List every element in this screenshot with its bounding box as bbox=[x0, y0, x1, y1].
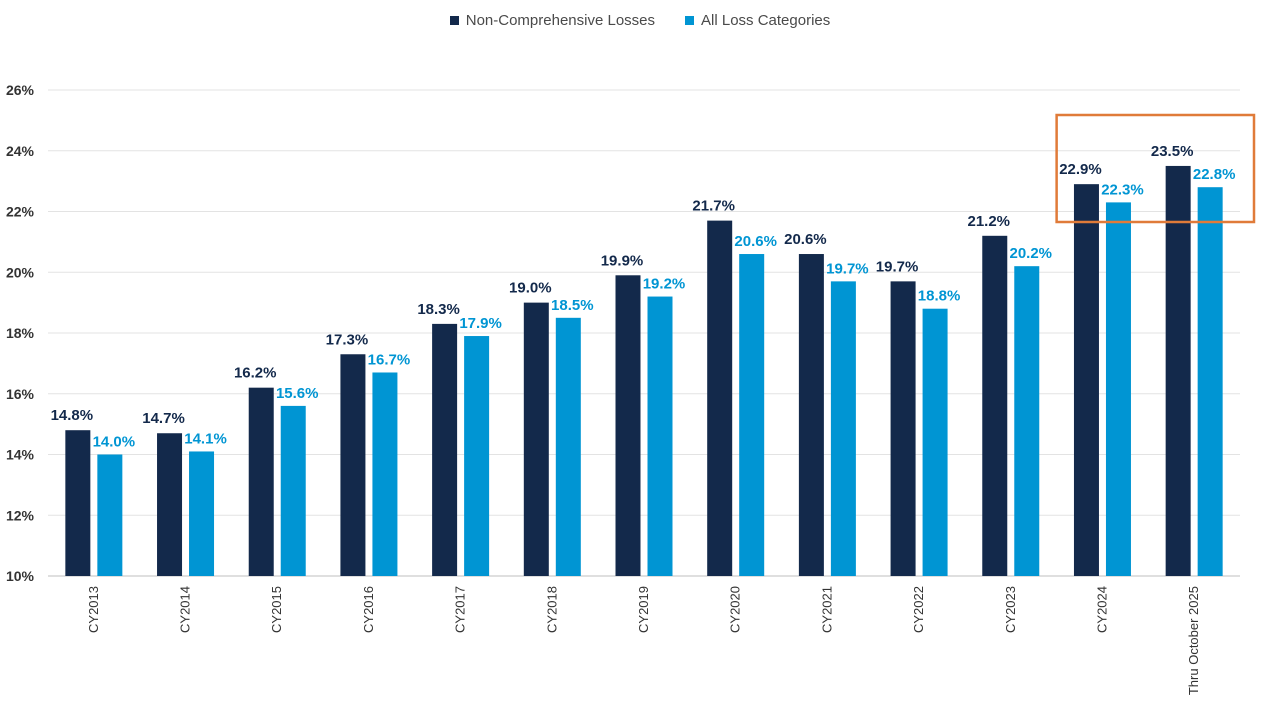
data-label-all-loss: 20.6% bbox=[734, 233, 777, 250]
data-label-all-loss: 20.2% bbox=[1009, 245, 1052, 262]
y-tick-label: 18% bbox=[6, 325, 35, 341]
data-label-all-loss: 22.3% bbox=[1101, 181, 1144, 198]
data-label-non-comprehensive: 22.9% bbox=[1059, 161, 1102, 178]
data-label-all-loss: 15.6% bbox=[276, 385, 319, 402]
x-tick-label: CY2016 bbox=[361, 586, 376, 633]
chart-legend: Non-Comprehensive Losses All Loss Catego… bbox=[0, 12, 1280, 29]
x-tick-label: CY2019 bbox=[636, 586, 651, 633]
bar-all-loss bbox=[647, 296, 673, 576]
data-label-all-loss: 14.0% bbox=[93, 434, 136, 451]
bar-non-comprehensive bbox=[340, 354, 366, 576]
x-tick-label: CY2021 bbox=[819, 586, 834, 633]
x-tick-label: CY2023 bbox=[1003, 586, 1018, 633]
bar-non-comprehensive bbox=[65, 430, 91, 576]
y-tick-label: 20% bbox=[6, 264, 35, 280]
bar-non-comprehensive bbox=[890, 281, 916, 576]
bar-all-loss bbox=[830, 281, 856, 576]
bar-non-comprehensive bbox=[707, 220, 733, 577]
data-label-all-loss: 18.8% bbox=[918, 288, 961, 305]
bar-non-comprehensive bbox=[157, 433, 183, 576]
bar-non-comprehensive bbox=[615, 275, 641, 576]
data-label-non-comprehensive: 21.7% bbox=[692, 198, 735, 215]
data-label-non-comprehensive: 14.7% bbox=[142, 410, 185, 427]
bar-non-comprehensive bbox=[432, 323, 458, 576]
x-tick-label: CY2022 bbox=[911, 586, 926, 633]
bar-all-loss bbox=[464, 336, 490, 576]
legend-item-all-loss: All Loss Categories bbox=[685, 12, 830, 29]
legend-swatch-non-comprehensive bbox=[449, 16, 459, 25]
x-tick-label: CY2018 bbox=[544, 586, 559, 633]
bar-all-loss bbox=[1105, 202, 1131, 576]
data-label-non-comprehensive: 23.5% bbox=[1151, 143, 1194, 160]
bar-non-comprehensive bbox=[248, 387, 274, 576]
legend-swatch-all-loss bbox=[685, 16, 695, 25]
bar-non-comprehensive bbox=[1165, 165, 1191, 576]
bar-non-comprehensive bbox=[523, 302, 549, 576]
data-label-non-comprehensive: 19.9% bbox=[601, 252, 644, 269]
y-tick-label: 12% bbox=[6, 507, 35, 523]
y-tick-label: 24% bbox=[6, 143, 35, 159]
data-label-non-comprehensive: 21.2% bbox=[967, 213, 1010, 230]
bar-all-loss bbox=[739, 254, 765, 576]
bar-non-comprehensive bbox=[1073, 184, 1099, 576]
data-label-all-loss: 18.5% bbox=[551, 297, 594, 314]
y-tick-label: 16% bbox=[6, 386, 35, 402]
y-tick-label: 10% bbox=[6, 568, 35, 584]
bar-all-loss bbox=[1197, 187, 1223, 576]
legend-label-all-loss: All Loss Categories bbox=[701, 12, 831, 29]
data-label-all-loss: 22.8% bbox=[1193, 166, 1236, 183]
bar-all-loss bbox=[555, 317, 581, 576]
data-label-non-comprehensive: 20.6% bbox=[784, 231, 827, 248]
data-label-non-comprehensive: 18.3% bbox=[417, 301, 460, 318]
x-tick-label: CY2015 bbox=[269, 586, 284, 633]
data-label-non-comprehensive: 17.3% bbox=[326, 331, 369, 348]
data-label-all-loss: 16.7% bbox=[368, 351, 411, 368]
highlight-box bbox=[1055, 113, 1256, 224]
data-label-all-loss: 17.9% bbox=[459, 315, 502, 332]
data-label-non-comprehensive: 16.2% bbox=[234, 365, 277, 382]
data-label-non-comprehensive: 14.8% bbox=[51, 407, 94, 424]
data-label-all-loss: 19.7% bbox=[826, 260, 869, 277]
y-tick-label: 22% bbox=[6, 204, 35, 220]
x-tick-label: CY2024 bbox=[1094, 586, 1109, 633]
bar-all-loss bbox=[280, 405, 306, 576]
bar-all-loss bbox=[97, 454, 123, 576]
bar-all-loss bbox=[189, 451, 215, 576]
x-tick-label: Thru October 2025 bbox=[1186, 586, 1201, 695]
x-tick-label: CY2020 bbox=[728, 586, 743, 633]
data-label-non-comprehensive: 19.0% bbox=[509, 280, 552, 297]
bar-all-loss bbox=[922, 308, 948, 576]
bar-non-comprehensive bbox=[798, 254, 824, 576]
legend-item-non-comprehensive: Non-Comprehensive Losses bbox=[449, 12, 656, 29]
data-label-all-loss: 19.2% bbox=[643, 276, 686, 293]
legend-label-non-comprehensive: Non-Comprehensive Losses bbox=[465, 12, 656, 29]
bar-all-loss bbox=[1014, 266, 1040, 576]
x-tick-label: CY2013 bbox=[86, 586, 101, 633]
data-label-non-comprehensive: 19.7% bbox=[876, 258, 919, 275]
y-tick-label: 26% bbox=[6, 82, 35, 98]
y-tick-label: 14% bbox=[6, 447, 35, 463]
x-tick-label: CY2017 bbox=[453, 586, 468, 633]
data-label-all-loss: 14.1% bbox=[184, 430, 227, 447]
bar-all-loss bbox=[372, 372, 398, 576]
x-tick-label: CY2014 bbox=[178, 586, 193, 633]
bar-non-comprehensive bbox=[982, 235, 1008, 577]
